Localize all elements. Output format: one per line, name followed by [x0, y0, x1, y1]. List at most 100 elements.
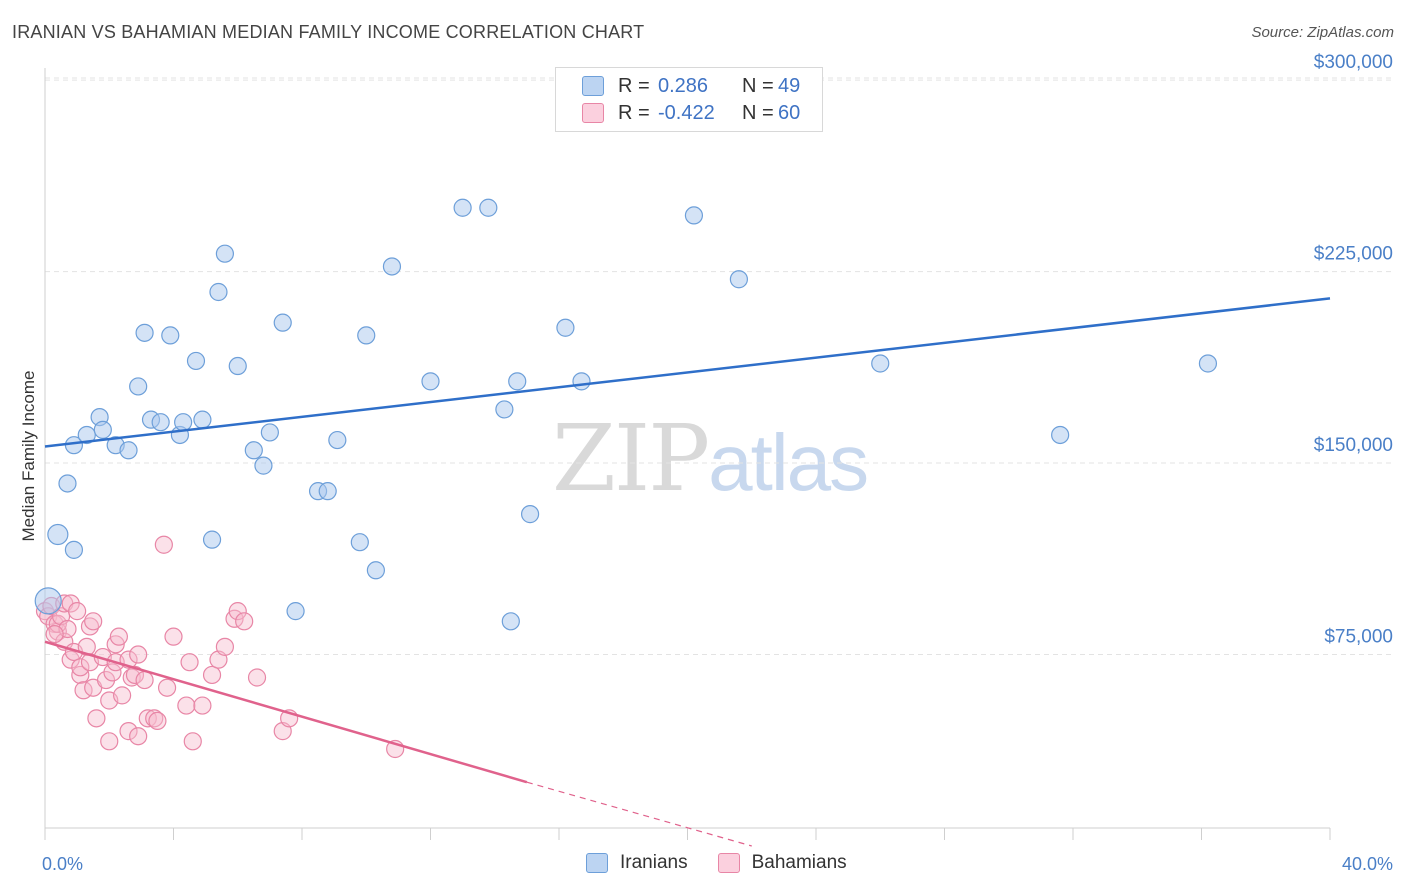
- iranian-point: [135, 323, 154, 342]
- legend-swatch-bahamians: [582, 103, 604, 123]
- iranians-trend-line: [44, 297, 1331, 448]
- bahamian-point: [77, 637, 96, 656]
- legend-r-value: 0.286: [658, 74, 709, 97]
- iranian-point: [421, 372, 440, 391]
- iranian-point: [151, 413, 170, 432]
- series-label-bahamians: Bahamians: [751, 852, 847, 873]
- series-swatch-bahamians: [717, 853, 740, 873]
- iranian-point: [202, 530, 222, 549]
- iranian-point: [1198, 354, 1218, 373]
- iranian-point: [58, 474, 77, 493]
- iranian-point: [129, 377, 148, 396]
- legend-n-label: N =: [742, 101, 774, 124]
- watermark-atlas: atlas: [708, 418, 869, 507]
- trend-lines: [44, 297, 1331, 847]
- iranian-point: [556, 318, 575, 337]
- watermark-zip: ZIP: [552, 405, 710, 512]
- bahamian-point: [180, 653, 199, 672]
- x-tick-label-max: 40.0%: [1342, 854, 1393, 874]
- bahamian-point: [125, 665, 145, 685]
- series-legend: Iranians Bahamians: [586, 852, 877, 874]
- y-tick-label: $300,000: [1314, 52, 1393, 73]
- iranian-point: [729, 270, 749, 289]
- iranian-point: [34, 587, 62, 615]
- bahamian-point: [164, 627, 183, 646]
- y-tick-label: $225,000: [1314, 244, 1393, 265]
- bahamian-point: [100, 732, 119, 751]
- bahamian-point: [148, 711, 167, 731]
- iranians-points: [34, 198, 1218, 631]
- bahamian-point: [154, 535, 173, 554]
- bahamian-point: [87, 709, 106, 728]
- bahamian-point: [129, 645, 148, 664]
- iranian-point: [273, 313, 292, 332]
- bahamian-point: [68, 602, 87, 621]
- bahamian-point: [103, 663, 122, 682]
- iranian-point: [244, 441, 263, 460]
- y-axis-title: Median Family Income: [19, 370, 38, 541]
- legend-r-value: -0.422: [658, 101, 715, 124]
- bahamian-point: [193, 696, 212, 715]
- iranian-point: [254, 456, 273, 475]
- legend-n-label: N =: [742, 74, 774, 97]
- iranian-point: [161, 326, 180, 345]
- iranian-point: [1051, 425, 1070, 445]
- bahamian-point: [157, 678, 177, 697]
- bahamian-point: [71, 665, 90, 685]
- axis-labels: $75,000 $150,000 $225,000 $300,000 0.0% 40.0%…: [19, 52, 1393, 874]
- legend-r-label: R =: [618, 101, 650, 124]
- iranian-point: [77, 425, 96, 445]
- bahamian-point: [177, 696, 196, 715]
- iranian-point: [119, 441, 138, 460]
- iranian-point: [501, 612, 520, 631]
- series-swatch-iranians: [586, 853, 608, 873]
- bahamian-point: [215, 637, 234, 656]
- grid-lines: [45, 77, 1395, 656]
- iranian-point: [318, 482, 337, 501]
- iranian-point: [684, 206, 704, 225]
- series-label-iranians: Iranians: [620, 852, 688, 873]
- iranian-point: [286, 602, 305, 621]
- bahamian-point: [119, 722, 138, 741]
- y-tick-label: $75,000: [1324, 627, 1393, 648]
- iranian-point: [382, 257, 402, 276]
- iranian-point: [47, 523, 69, 546]
- watermark: ZIPatlas: [552, 405, 869, 512]
- bahamian-point: [135, 670, 154, 690]
- legend-n-value: 60: [778, 101, 801, 124]
- legend-n-value: 49: [778, 74, 801, 97]
- iranian-point: [871, 354, 890, 373]
- iranian-point: [572, 372, 591, 391]
- bahamian-point: [228, 602, 247, 621]
- bahamian-point: [112, 686, 132, 705]
- axes: [44, 68, 1331, 840]
- series-legend-bahamians: Bahamians: [717, 852, 847, 874]
- iranian-point: [479, 198, 498, 217]
- iranian-point: [193, 410, 212, 429]
- bahamian-point: [80, 617, 100, 636]
- iranian-point: [328, 430, 347, 450]
- iranian-point: [495, 400, 514, 419]
- bahamians-points: [35, 535, 405, 759]
- bahamian-point: [129, 727, 148, 746]
- legend-r-label: R =: [618, 74, 650, 97]
- legend-row-bahamians: R = -0.422 N = 60: [582, 100, 800, 126]
- bahamian-point: [202, 665, 222, 685]
- iranian-point: [64, 540, 84, 559]
- bahamian-point: [183, 732, 202, 751]
- series-legend-iranians: Iranians: [586, 852, 688, 874]
- iranian-point: [350, 533, 369, 552]
- stats-legend: R = 0.286 N = 49 R = -0.422 N = 60: [555, 67, 823, 132]
- x-tick-label-min: 0.0%: [42, 854, 83, 874]
- source-label: Source: ZipAtlas.com: [1251, 24, 1394, 41]
- iranian-point: [228, 356, 247, 376]
- iranian-point: [260, 423, 279, 442]
- iranian-point: [174, 413, 193, 432]
- bahamians-trend-line: [44, 640, 528, 784]
- iranian-point: [366, 561, 385, 580]
- chart-title: IRANIAN VS BAHAMIAN MEDIAN FAMILY INCOME…: [12, 22, 645, 42]
- iranian-point: [215, 244, 234, 263]
- bahamian-point: [235, 612, 254, 631]
- iranian-point: [209, 282, 228, 302]
